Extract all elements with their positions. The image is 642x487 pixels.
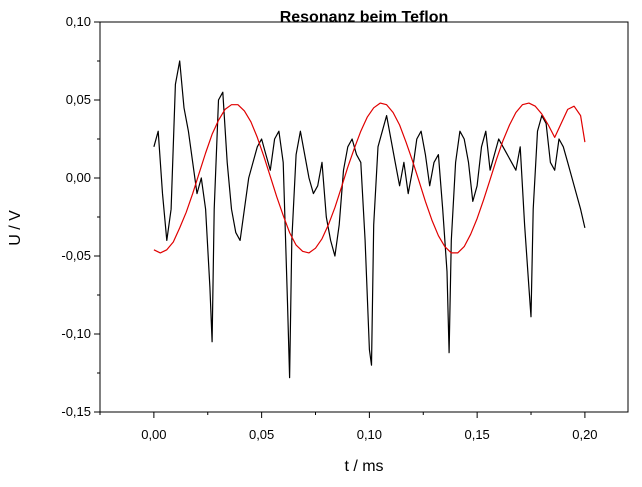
x-tick-label: 0,00 xyxy=(141,427,166,442)
y-tick-label: 0,00 xyxy=(66,170,91,185)
series-layer xyxy=(153,60,586,379)
series-line-2 xyxy=(153,102,586,254)
x-tick-label: 0,05 xyxy=(249,427,274,442)
y-tick-label: -0,10 xyxy=(61,326,91,341)
y-tick-label: 0,10 xyxy=(66,14,91,29)
x-axis: 0,00 0,05 0,10 0,15 0,20 xyxy=(99,412,598,442)
series-line-1 xyxy=(153,60,586,379)
y-tick-label: -0,05 xyxy=(61,248,91,263)
y-axis: -0,15 -0,10 -0,05 0,00 0,05 0,10 xyxy=(61,14,100,419)
x-tick-label: 0,10 xyxy=(357,427,382,442)
y-tick-label: -0,15 xyxy=(61,404,91,419)
y-tick-label: 0,05 xyxy=(66,92,91,107)
x-axis-label: t / ms xyxy=(344,458,383,475)
x-tick-label: 0,20 xyxy=(572,427,597,442)
chart-title: Resonanz beim Teflon xyxy=(280,9,449,26)
x-tick-label: 0,15 xyxy=(464,427,489,442)
y-axis-label: U / V xyxy=(7,210,24,246)
